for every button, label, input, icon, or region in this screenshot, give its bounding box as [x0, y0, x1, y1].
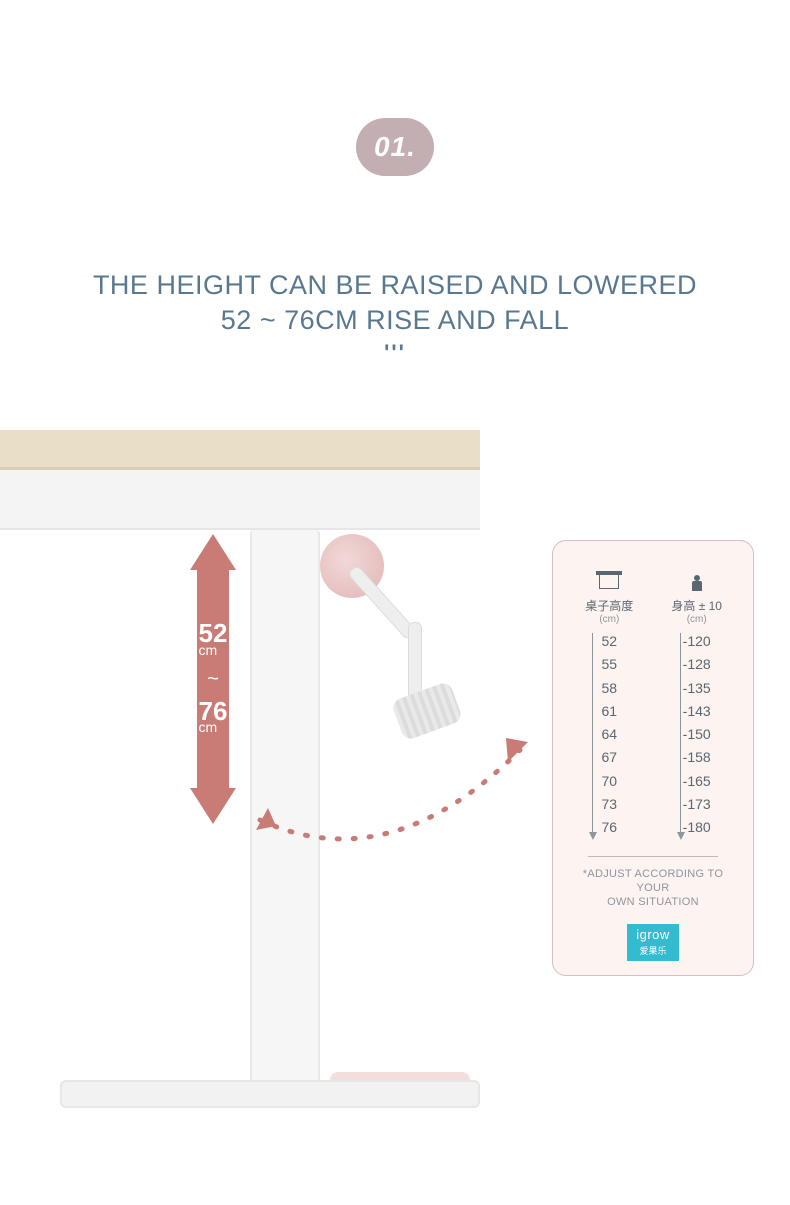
range-separator: ~ — [207, 668, 219, 691]
desk-apron — [0, 470, 480, 530]
headline-line1: THE HEIGHT CAN BE RAISED AND LOWERED — [0, 268, 790, 303]
brand-badge: igrow 爱果乐 — [627, 924, 679, 961]
divider — [588, 856, 718, 857]
step-badge: 01. — [356, 118, 434, 176]
table-value: -143 — [683, 701, 711, 721]
table-value: 58 — [602, 678, 618, 698]
table-value: -150 — [683, 724, 711, 744]
headline-line2: 52 ~ 76CM RISE AND FALL — [0, 303, 790, 338]
desk-top — [0, 430, 480, 470]
body-height-unit: (cm) — [687, 614, 707, 625]
brand-en: igrow — [636, 927, 670, 942]
desk-icon — [599, 575, 619, 593]
table-value: 64 — [602, 724, 618, 744]
max-height-value: 76 — [199, 701, 228, 722]
headline: THE HEIGHT CAN BE RAISED AND LOWERED 52 … — [0, 268, 790, 338]
min-height-value: 52 — [199, 623, 228, 644]
table-value: 70 — [602, 771, 618, 791]
brand-cn: 爱果乐 — [639, 944, 666, 957]
table-value: 73 — [602, 794, 618, 814]
table-value: 76 — [602, 817, 618, 837]
table-value: 52 — [602, 631, 618, 651]
table-value: 55 — [602, 654, 618, 674]
table-value: -165 — [683, 771, 711, 791]
desk-height-values: 52 55 58 61 64 67 70 73 76 — [589, 629, 629, 838]
step-number: 01. — [374, 131, 416, 163]
body-height-values: -120 -128 -135 -143 -150 -158 -165 -173 -180 — [677, 629, 717, 838]
desk-height-column: 桌子高度 (cm) 52 55 58 61 64 67 70 73 76 — [569, 575, 650, 838]
desk-foot — [60, 1080, 480, 1108]
desk-height-label: 桌子高度 — [585, 597, 633, 614]
table-value: -135 — [683, 678, 711, 698]
body-height-column: 身高 ± 10 (cm) -120 -128 -135 -143 -150 -158 -16… — [656, 575, 737, 838]
table-value: 61 — [602, 701, 618, 721]
quote-mark-icon: ''' — [384, 340, 406, 366]
body-height-label: 身高 ± 10 — [671, 597, 722, 614]
table-value: -128 — [683, 654, 711, 674]
motion-arc-icon — [240, 680, 540, 860]
table-value: -173 — [683, 794, 711, 814]
height-table: 桌子高度 (cm) 52 55 58 61 64 67 70 73 76 身高 ± 10 (cm… — [565, 575, 741, 838]
table-value: 67 — [602, 747, 618, 767]
height-table-card: 桌子高度 (cm) 52 55 58 61 64 67 70 73 76 身高 ± 10 (cm… — [552, 540, 754, 976]
table-value: -158 — [683, 747, 711, 767]
person-icon — [692, 575, 702, 593]
height-range-arrow: 52 cm ~ 76 cm — [190, 534, 236, 824]
adjust-note: *ADJUST ACCORDING TO YOUR OWN SITUATION — [565, 867, 741, 910]
desk-height-unit: (cm) — [599, 614, 619, 625]
table-value: -120 — [683, 631, 711, 651]
table-value: -180 — [683, 817, 711, 837]
